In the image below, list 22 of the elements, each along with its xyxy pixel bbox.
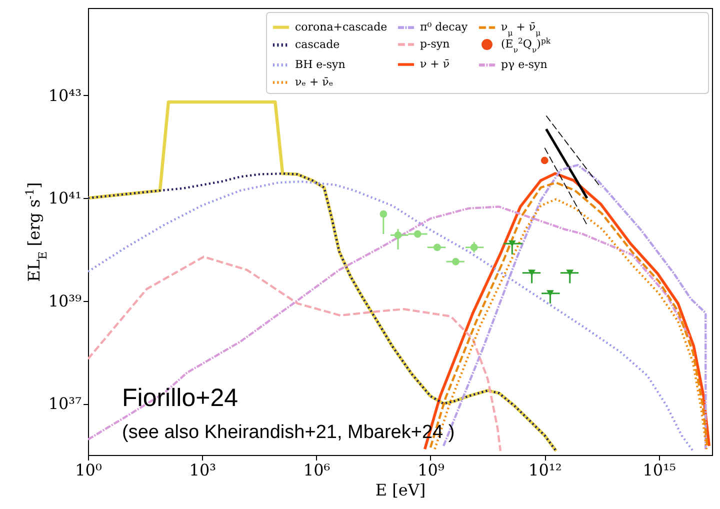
- x-tick-label: 10¹²: [528, 460, 562, 480]
- legend-label: ν$_{μ}$ + ν̄$_{μ}$: [501, 20, 541, 38]
- y-tick-label: 10⁴¹: [48, 188, 82, 208]
- legend-label: BH e-syn: [295, 58, 346, 71]
- legend-label: (E$_{ν}$$^{2}$Q$_{ν}$)$^{pk}$: [501, 36, 551, 54]
- x-tick-label: 10⁹: [418, 460, 445, 480]
- x-tick-label: 10¹⁵: [642, 460, 676, 480]
- x-tick-label: 10⁰: [75, 460, 102, 480]
- legend-label: ν + ν̄: [420, 58, 450, 70]
- x-tick-label: 10³: [189, 460, 216, 480]
- legend-label: corona+cascade: [295, 20, 388, 34]
- y-tick-label: 10⁴³: [48, 86, 82, 105]
- legend-label: π⁰ decay: [420, 20, 468, 34]
- legend-label: cascade: [295, 38, 340, 51]
- legend-label: pγ e-syn: [501, 58, 548, 71]
- legend-label: νₑ + ν̄ₑ: [295, 76, 334, 88]
- annotation: Fiorillo+24: [122, 384, 238, 412]
- y-tick-label: 10³⁹: [48, 291, 82, 310]
- x-tick-label: 10⁶: [303, 460, 330, 480]
- x-axis-title: E [eV]: [375, 480, 426, 500]
- y-tick-label: 10³⁷: [48, 394, 82, 414]
- legend-label: p-syn: [420, 38, 450, 50]
